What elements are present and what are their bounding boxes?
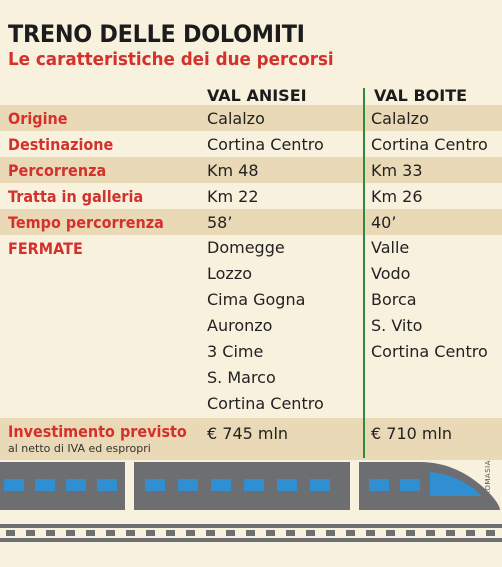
page-title: TRENO DELLE DOLOMITI [8,20,305,48]
row-value-val-anisei: 58’ [207,213,233,232]
row-value-val-boite: Km 26 [371,187,423,206]
train-window-icon [400,479,420,491]
row-value-val-anisei: Km 22 [207,187,259,206]
page-subtitle: Le caratteristiche dei due percorsi [8,49,334,70]
row-value-val-anisei: Km 48 [207,161,259,180]
train-window-icon [277,479,297,491]
row-label: Origine [8,109,68,128]
stop-val-boite: Borca [371,290,417,309]
row-value-val-anisei: Cortina Centro [207,135,324,154]
table-row-origine: Origine Calalzo Calalzo [0,105,502,131]
row-value-val-boite: Calalzo [371,109,429,128]
row-value-val-anisei: Calalzo [207,109,265,128]
stop-val-anisei: Cima Gogna [207,290,306,309]
row-value-val-boite: Cortina Centro [371,135,488,154]
track-sleepers [6,530,495,536]
investment-value-val-boite: € 710 mln [371,424,453,443]
train-window-icon [244,479,264,491]
investment-row [0,418,502,460]
row-label: Tempo percorrenza [8,213,164,232]
stop-val-anisei: Domegge [207,238,285,257]
train-illustration [0,462,502,542]
train-windshield-icon [430,472,482,496]
column-divider [363,88,365,458]
stop-val-boite: Cortina Centro [371,342,488,361]
row-label: Destinazione [8,135,114,154]
row-label: FERMATE [8,239,83,258]
stop-val-boite: S. Vito [371,316,423,335]
investment-label: Investimento previsto [8,422,187,441]
train-window-icon [97,479,117,491]
track-rail [0,538,502,542]
train-window-icon [369,479,389,491]
stop-val-anisei: S. Marco [207,368,276,387]
stop-val-anisei: Lozzo [207,264,253,283]
table-row-tempo-percorrenza: Tempo percorrenza 58’ 40’ [0,209,502,235]
investment-value-val-anisei: € 745 mln [207,424,289,443]
column-header-val-anisei: VAL ANISEI [207,86,307,105]
table-row-tratta-galleria: Tratta in galleria Km 22 Km 26 [0,183,502,209]
row-label: Tratta in galleria [8,187,144,206]
table-row-percorrenza: Percorrenza Km 48 Km 33 [0,157,502,183]
table-row-destinazione: Destinazione Cortina Centro Cortina Cent… [0,131,502,157]
train-window-icon [310,479,330,491]
stop-val-anisei: Auronzo [207,316,273,335]
train-window-icon [35,479,55,491]
column-header-val-boite: VAL BOITE [374,86,468,105]
stop-val-anisei: Cortina Centro [207,394,324,413]
track-rail [0,524,502,528]
stop-val-anisei: 3 Cime [207,342,264,361]
train-locomotive [359,462,500,510]
investment-note: al netto di IVA ed espropri [8,442,151,455]
row-label: Percorrenza [8,161,107,180]
train-window-icon [145,479,165,491]
row-value-val-boite: 40’ [371,213,397,232]
stop-val-boite: Vodo [371,264,411,283]
stop-val-boite: Valle [371,238,410,257]
train-window-icon [66,479,86,491]
train-window-icon [178,479,198,491]
train-window-icon [4,479,24,491]
table-row-fermate: FERMATE [0,235,502,261]
train-window-icon [211,479,231,491]
row-value-val-boite: Km 33 [371,161,423,180]
